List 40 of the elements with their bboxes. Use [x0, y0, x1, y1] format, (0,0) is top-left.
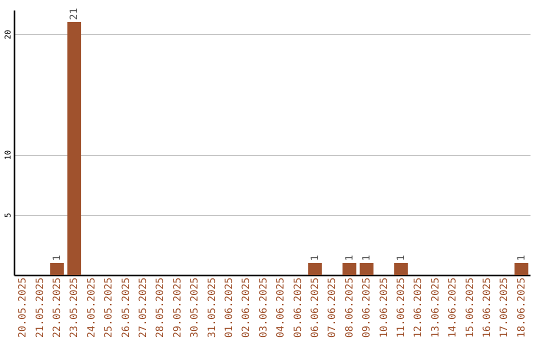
x-tick-label: 18.06.2025: [516, 278, 528, 338]
x-tick-label: 15.06.2025: [464, 278, 476, 338]
x-tick-label: 31.05.2025: [206, 278, 218, 338]
x-tick-label: 01.06.2025: [224, 278, 235, 338]
data-label: 1: [396, 254, 407, 261]
data-label: 1: [516, 254, 528, 261]
x-tick-label: 21.05.2025: [34, 278, 46, 338]
x-tick-label: 27.05.2025: [138, 278, 149, 338]
x-tick-label: 09.06.2025: [362, 278, 373, 338]
x-tick-label: 12.06.2025: [413, 278, 424, 338]
data-label: 1: [362, 254, 373, 261]
y-tick-label: 5: [4, 212, 12, 218]
x-tick-label: 13.06.2025: [430, 278, 442, 338]
x-tick-label: 28.05.2025: [155, 278, 166, 338]
data-label: 21: [69, 8, 80, 20]
x-tick-label: 05.06.2025: [292, 278, 304, 338]
x-tick-label: 26.05.2025: [120, 278, 132, 338]
x-tick-label: 02.06.2025: [241, 278, 252, 338]
x-tick-label: 29.05.2025: [172, 278, 184, 338]
x-tick-label: 24.05.2025: [86, 278, 98, 338]
data-label: 1: [344, 254, 356, 261]
data-label: 1: [310, 254, 321, 261]
y-tick-label: 10: [4, 150, 12, 160]
x-tick-label: 04.06.2025: [276, 278, 287, 338]
x-tick-label: 17.06.2025: [499, 278, 510, 338]
x-tick-label: 30.05.2025: [190, 278, 201, 338]
x-tick-label: 23.05.2025: [69, 278, 80, 338]
x-tick-label: 16.06.2025: [482, 278, 493, 338]
x-tick-label: 08.06.2025: [344, 278, 356, 338]
x-tick-label: 14.06.2025: [448, 278, 459, 338]
x-tick-label: 07.06.2025: [327, 278, 338, 338]
data-label: 1: [52, 254, 63, 261]
x-tick-label: 25.05.2025: [104, 278, 115, 338]
x-tick-label: 20.05.2025: [18, 278, 29, 338]
x-tick-label: 22.05.2025: [52, 278, 63, 338]
x-tick-label: 11.06.2025: [396, 278, 407, 338]
x-tick-label: 06.06.2025: [310, 278, 321, 338]
x-tick-label: 03.06.2025: [258, 278, 270, 338]
y-tick-label: 20: [4, 30, 12, 40]
x-tick-label: 10.06.2025: [378, 278, 390, 338]
